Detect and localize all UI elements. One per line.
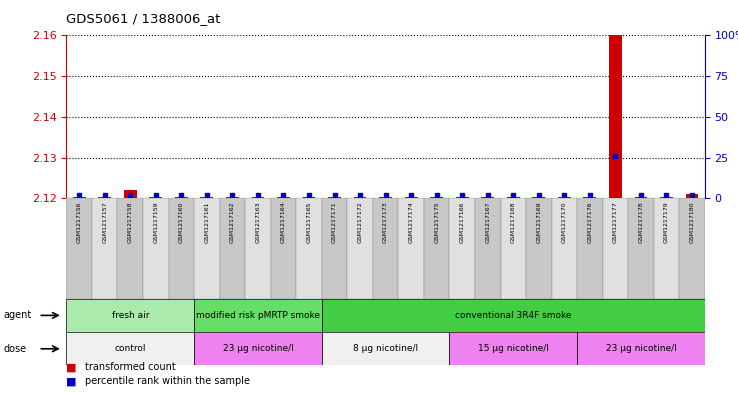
Bar (526, 198, 551, 299)
Text: GSM1217177: GSM1217177 (613, 202, 618, 243)
Bar (609, 31, 622, 198)
Text: control: control (114, 344, 146, 353)
Bar (66, 198, 92, 299)
Text: GSM1217165: GSM1217165 (306, 202, 311, 243)
Bar (66, 332, 194, 365)
Bar (226, 197, 239, 198)
Text: ■: ■ (66, 376, 77, 386)
Bar (399, 198, 424, 299)
Text: 15 μg nicotine/l: 15 μg nicotine/l (477, 344, 549, 353)
Bar (194, 198, 220, 299)
Text: GSM1217169: GSM1217169 (537, 202, 541, 243)
Bar (449, 198, 475, 299)
Bar (220, 198, 245, 299)
Bar (322, 198, 348, 299)
Text: GSM1217174: GSM1217174 (409, 202, 413, 243)
Text: GSM1217168: GSM1217168 (511, 202, 516, 243)
Text: GSM1217162: GSM1217162 (230, 202, 235, 243)
Bar (635, 197, 647, 198)
Bar (628, 198, 654, 299)
Bar (271, 198, 296, 299)
Bar (322, 332, 449, 365)
Text: GSM1217163: GSM1217163 (255, 202, 261, 243)
Bar (603, 198, 628, 299)
Bar (168, 198, 194, 299)
Text: GSM1217171: GSM1217171 (332, 202, 337, 243)
Bar (322, 299, 705, 332)
Bar (577, 332, 705, 365)
Bar (149, 197, 162, 198)
Bar (194, 332, 322, 365)
Bar (584, 197, 596, 198)
Bar (424, 198, 449, 299)
Bar (201, 197, 213, 198)
Text: GSM1217158: GSM1217158 (128, 202, 133, 243)
Bar (686, 195, 698, 198)
Text: GSM1217166: GSM1217166 (460, 202, 465, 243)
Text: GSM1217160: GSM1217160 (179, 202, 184, 243)
Bar (660, 197, 673, 198)
Bar (73, 197, 86, 198)
Text: GSM1217173: GSM1217173 (383, 202, 388, 243)
Text: GSM1217172: GSM1217172 (358, 202, 362, 243)
Bar (328, 197, 341, 198)
Bar (245, 198, 271, 299)
Bar (66, 299, 194, 332)
Text: GSM1217156: GSM1217156 (77, 202, 82, 243)
Bar (373, 198, 399, 299)
Bar (577, 198, 603, 299)
Bar (654, 198, 679, 299)
Text: GSM1217170: GSM1217170 (562, 202, 567, 243)
Text: 23 μg nicotine/l: 23 μg nicotine/l (223, 344, 293, 353)
Bar (252, 197, 264, 198)
Text: agent: agent (4, 310, 32, 320)
Bar (92, 198, 117, 299)
Text: fresh air: fresh air (111, 311, 149, 320)
Text: modified risk pMRTP smoke: modified risk pMRTP smoke (196, 311, 320, 320)
Bar (175, 197, 187, 198)
Bar (449, 332, 577, 365)
Bar (456, 197, 469, 198)
Text: GSM1217178: GSM1217178 (638, 202, 644, 243)
Bar (481, 197, 494, 198)
Bar (296, 198, 322, 299)
Bar (379, 197, 392, 198)
Bar (303, 197, 315, 198)
Text: GSM1217164: GSM1217164 (281, 202, 286, 243)
Text: GSM1217180: GSM1217180 (689, 202, 694, 243)
Text: 8 μg nicotine/l: 8 μg nicotine/l (353, 344, 418, 353)
Text: GSM1217159: GSM1217159 (154, 202, 158, 243)
Text: transformed count: transformed count (85, 362, 176, 373)
Bar (679, 198, 705, 299)
Bar (143, 198, 168, 299)
Bar (551, 198, 577, 299)
Text: dose: dose (4, 344, 27, 354)
Text: GDS5061 / 1388006_at: GDS5061 / 1388006_at (66, 12, 221, 25)
Text: GSM1217167: GSM1217167 (486, 202, 490, 243)
Text: 23 μg nicotine/l: 23 μg nicotine/l (606, 344, 676, 353)
Bar (124, 190, 137, 198)
Bar (354, 197, 367, 198)
Bar (117, 198, 143, 299)
Text: GSM1217175: GSM1217175 (434, 202, 439, 243)
Bar (277, 197, 290, 198)
Bar (404, 197, 418, 198)
Bar (475, 198, 500, 299)
Text: percentile rank within the sample: percentile rank within the sample (85, 376, 250, 386)
Text: GSM1217179: GSM1217179 (664, 202, 669, 243)
Bar (194, 299, 322, 332)
Bar (98, 197, 111, 198)
Text: ■: ■ (66, 362, 77, 373)
Text: GSM1217176: GSM1217176 (587, 202, 593, 243)
Bar (430, 197, 443, 198)
Text: GSM1217157: GSM1217157 (103, 202, 107, 243)
Bar (500, 198, 526, 299)
Bar (348, 198, 373, 299)
Bar (507, 197, 520, 198)
Bar (558, 197, 570, 198)
Text: GSM1217161: GSM1217161 (204, 202, 210, 243)
Text: conventional 3R4F smoke: conventional 3R4F smoke (455, 311, 571, 320)
Bar (532, 197, 545, 198)
